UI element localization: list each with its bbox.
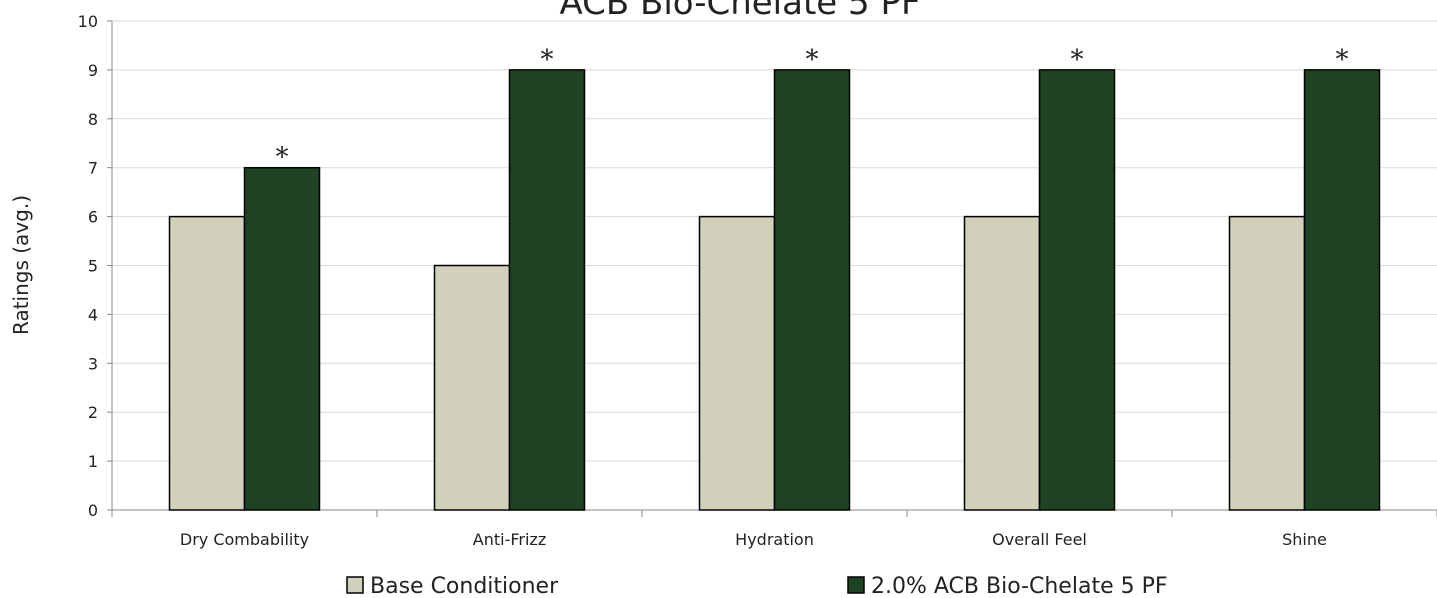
y-tick-label: 10 [78, 12, 98, 31]
significance-mark: * [1071, 45, 1084, 75]
x-tick-label: Shine [1282, 530, 1327, 549]
y-tick-label: 6 [88, 208, 98, 227]
x-tick-label: Overall Feel [992, 530, 1087, 549]
bar [698, 215, 776, 511]
bar [1038, 69, 1116, 511]
y-tick-label: 4 [88, 305, 98, 324]
x-tick-label: Anti-Frizz [473, 530, 546, 549]
legend-label: 2.0% ACB Bio-Chelate 5 PF [871, 574, 1168, 598]
legend-label: Base Conditioner [370, 574, 559, 598]
significance-mark: * [806, 45, 819, 75]
y-tick-label: 2 [88, 403, 98, 422]
chart-title: ACB Bio-Chelate 5 PF [559, 0, 920, 23]
bar [963, 215, 1041, 511]
y-tick-label: 5 [88, 257, 98, 276]
bar [168, 215, 246, 511]
bar [1303, 69, 1381, 511]
y-tick-label: 1 [88, 452, 98, 471]
x-tick-label: Hydration [735, 530, 814, 549]
legend-swatch [847, 576, 865, 594]
bar [1228, 215, 1306, 511]
y-tick-label: 8 [88, 110, 98, 129]
y-tick-label: 7 [88, 159, 98, 178]
x-tick-label: Dry Combability [180, 530, 309, 549]
bar [243, 166, 321, 511]
significance-mark: * [541, 45, 554, 75]
bar [508, 69, 586, 511]
y-tick-label: 9 [88, 61, 98, 80]
y-axis-label: Ratings (avg.) [9, 195, 33, 335]
legend-swatch [346, 576, 364, 594]
y-tick-label: 3 [88, 354, 98, 373]
bar [433, 264, 511, 511]
significance-mark: * [276, 143, 289, 173]
y-tick-label: 0 [88, 501, 98, 520]
bar [773, 69, 851, 511]
significance-mark: * [1336, 45, 1349, 75]
